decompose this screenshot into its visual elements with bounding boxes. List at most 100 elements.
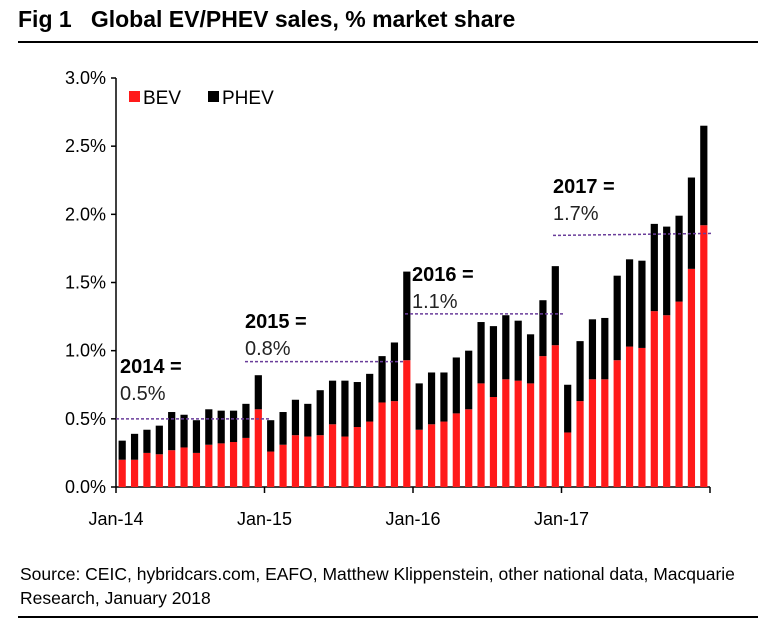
annotation-year: 2016 =	[412, 264, 474, 286]
bar-bev	[502, 379, 510, 487]
bar-bev	[143, 452, 151, 487]
bar-phev	[613, 275, 621, 361]
bar-phev	[663, 226, 671, 316]
bar-phev	[415, 383, 423, 430]
bar-phev	[477, 322, 485, 384]
bar-bev	[440, 421, 448, 487]
bar-bev	[650, 311, 658, 487]
bar-bev	[427, 424, 436, 487]
bar-phev	[192, 420, 201, 453]
bar-bev	[477, 383, 485, 487]
title-divider	[18, 41, 758, 43]
bar-bev	[341, 436, 349, 487]
bar-bev	[366, 421, 374, 487]
y-tick-label: 0.5%	[65, 409, 106, 429]
bar-bev	[180, 447, 188, 487]
y-tick-label: 3.0%	[65, 68, 106, 88]
bar-bev	[168, 450, 176, 487]
bar-bev	[588, 379, 597, 487]
bar-bev	[687, 268, 696, 487]
bar-bev	[576, 401, 584, 487]
bar-bev	[489, 397, 498, 487]
bar-phev	[440, 372, 448, 422]
bar-phev	[638, 260, 646, 348]
bar-phev	[316, 390, 324, 436]
bar-phev	[650, 223, 658, 312]
bar-phev	[700, 125, 708, 226]
y-tick-label: 0.0%	[65, 477, 106, 497]
bar-bev	[613, 360, 621, 487]
bar-bev	[564, 432, 572, 487]
bar-bev	[328, 424, 337, 487]
bar-bev	[638, 347, 646, 487]
bar-phev	[390, 342, 399, 402]
annotation-value: 1.7%	[553, 203, 599, 225]
bar-bev	[551, 345, 559, 487]
y-tick-label: 1.5%	[65, 273, 106, 293]
annotation-value: 0.5%	[120, 383, 166, 405]
bar-phev	[502, 315, 510, 380]
legend-label-phev: PHEV	[222, 88, 274, 109]
annotation-year: 2014 =	[120, 356, 182, 378]
bar-phev	[576, 341, 584, 402]
bar-phev	[353, 382, 361, 428]
x-tick-label: Jan-14	[88, 509, 143, 529]
bar-bev	[291, 435, 300, 487]
bar-phev	[427, 372, 436, 425]
bar-bev	[353, 427, 361, 487]
bar-bev	[155, 454, 163, 487]
legend-swatch-phev	[208, 91, 219, 102]
bar-phev	[341, 380, 349, 437]
bar-bev	[526, 383, 535, 487]
bar-phev	[625, 259, 634, 347]
x-tick-label: Jan-15	[237, 509, 292, 529]
bar-phev	[168, 412, 176, 451]
bar-phev	[242, 403, 250, 438]
annotation-value: 0.8%	[245, 338, 291, 360]
bar-phev	[118, 440, 126, 460]
bar-bev	[663, 315, 671, 487]
bar-bev	[675, 301, 683, 487]
figure-title: Fig 1 Global EV/PHEV sales, % market sha…	[18, 6, 516, 32]
bar-phev	[217, 410, 225, 444]
bar-bev	[304, 436, 312, 487]
bar-phev	[588, 319, 597, 380]
legend-swatch-bev	[129, 91, 140, 102]
bar-phev	[687, 177, 696, 269]
bar-bev	[229, 442, 238, 487]
bar-phev	[489, 326, 498, 398]
annotation-value: 1.1%	[412, 291, 458, 313]
bar-bev	[700, 225, 708, 488]
bar-bev	[217, 443, 225, 487]
bar-bev	[267, 451, 275, 487]
bar-phev	[526, 334, 535, 384]
bar-phev	[564, 384, 572, 433]
bar-phev	[601, 317, 609, 380]
bar-bev	[130, 459, 139, 487]
bar-bev	[316, 435, 324, 487]
bar-phev	[254, 375, 262, 410]
bar-bev	[452, 413, 460, 487]
bar-phev	[539, 300, 547, 357]
bar-phev	[180, 414, 188, 448]
bar-phev	[675, 215, 683, 302]
bar-phev	[328, 380, 337, 425]
bar-phev	[304, 403, 312, 437]
bar-bev	[192, 452, 201, 487]
y-tick-label: 2.0%	[65, 204, 106, 224]
annual-average-line	[552, 232, 713, 237]
bar-phev	[155, 425, 163, 455]
bar-phev	[143, 429, 151, 453]
bar-phev	[205, 409, 213, 445]
y-tick-label: 1.0%	[65, 341, 106, 361]
legend-label-bev: BEV	[143, 88, 181, 109]
bar-phev	[378, 356, 386, 403]
bar-phev	[465, 350, 473, 410]
bar-bev	[601, 379, 609, 487]
bar-bev	[378, 402, 386, 487]
bar-phev	[452, 357, 460, 414]
bar-phev	[366, 373, 374, 422]
bar-phev	[551, 266, 559, 346]
stacked-bar-chart: 0.0% 0.5% 1.0% 1.5% 2.0% 2.5% 3.0% Jan-14 Jan-15…	[65, 68, 713, 529]
bar-bev	[465, 409, 473, 487]
